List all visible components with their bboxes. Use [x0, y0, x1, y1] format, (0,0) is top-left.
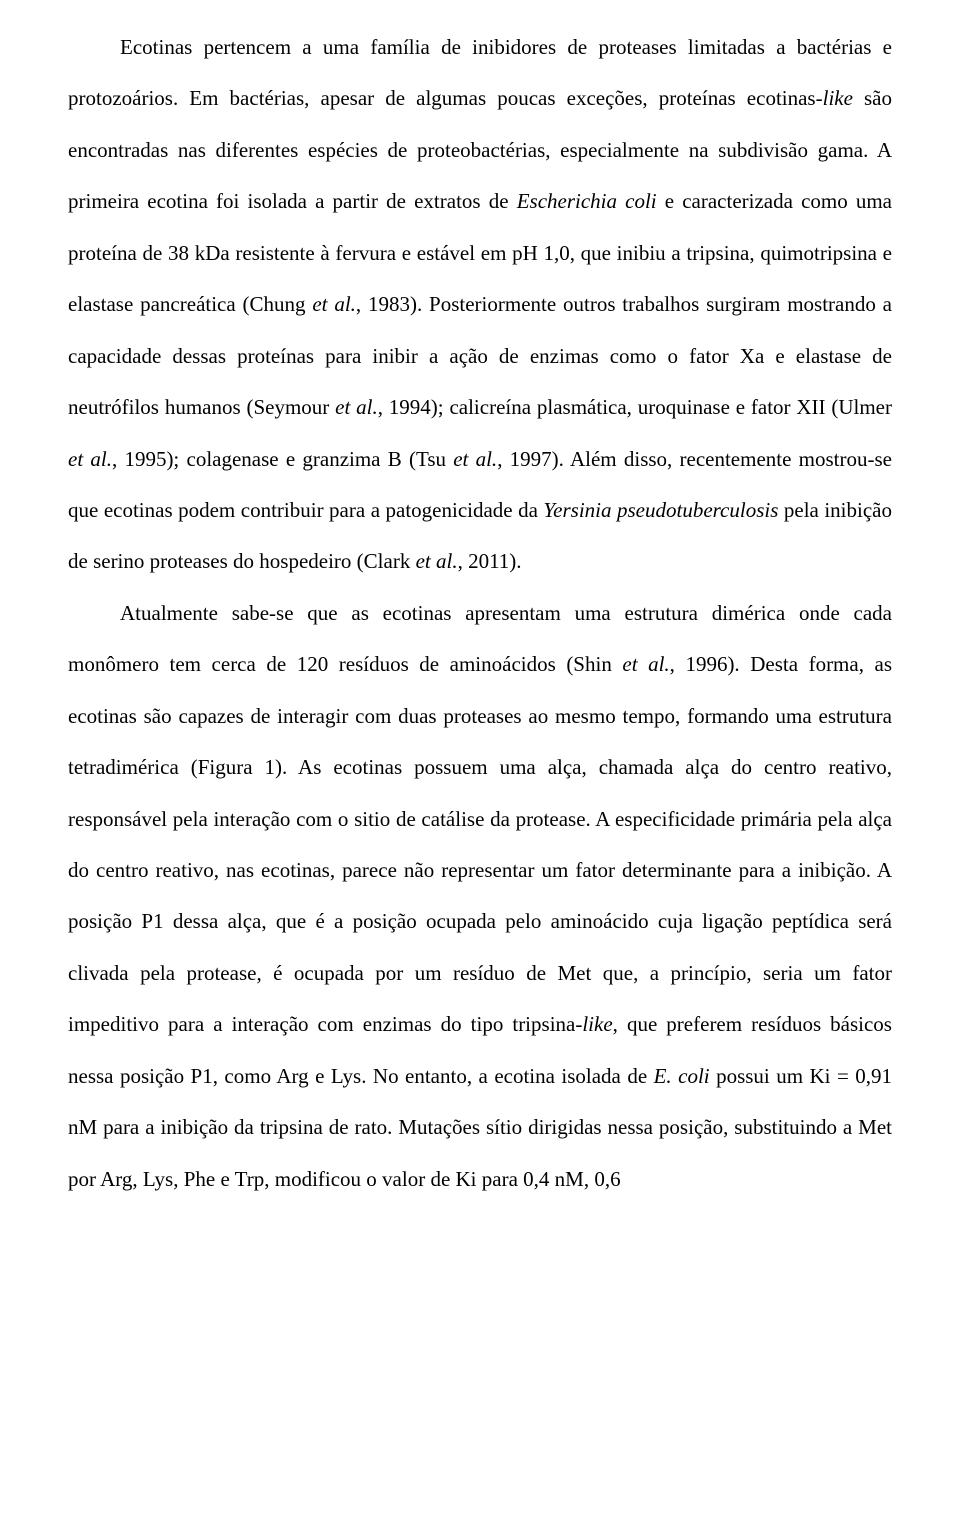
- italic-etal: et al.: [312, 292, 356, 316]
- italic-etal: et al.: [335, 395, 378, 419]
- italic-species: Escherichia coli: [517, 189, 657, 213]
- italic-text: like: [582, 1012, 612, 1036]
- text-run: Ecotinas pertencem a uma família de inib…: [68, 35, 892, 110]
- italic-text: like: [823, 86, 853, 110]
- italic-species: E. coli: [654, 1064, 710, 1088]
- italic-etal: et al.: [68, 447, 112, 471]
- italic-etal: et al.: [416, 549, 458, 573]
- paragraph-1: Ecotinas pertencem a uma família de inib…: [68, 22, 892, 588]
- paragraph-2: Atualmente sabe-se que as ecotinas apres…: [68, 588, 892, 1205]
- text-run: , 1996). Desta forma, as ecotinas são ca…: [68, 652, 892, 1036]
- italic-etal: et al.: [453, 447, 497, 471]
- text-run: , 1995); colagenase e granzima B (Tsu: [112, 447, 453, 471]
- text-run: , 1994); calicreína plasmática, uroquina…: [378, 395, 892, 419]
- document-page: Ecotinas pertencem a uma família de inib…: [0, 0, 960, 1227]
- italic-etal: et al.: [622, 652, 669, 676]
- text-run: , 2011).: [458, 549, 522, 573]
- italic-species: Yersinia pseudotuberculosis: [543, 498, 778, 522]
